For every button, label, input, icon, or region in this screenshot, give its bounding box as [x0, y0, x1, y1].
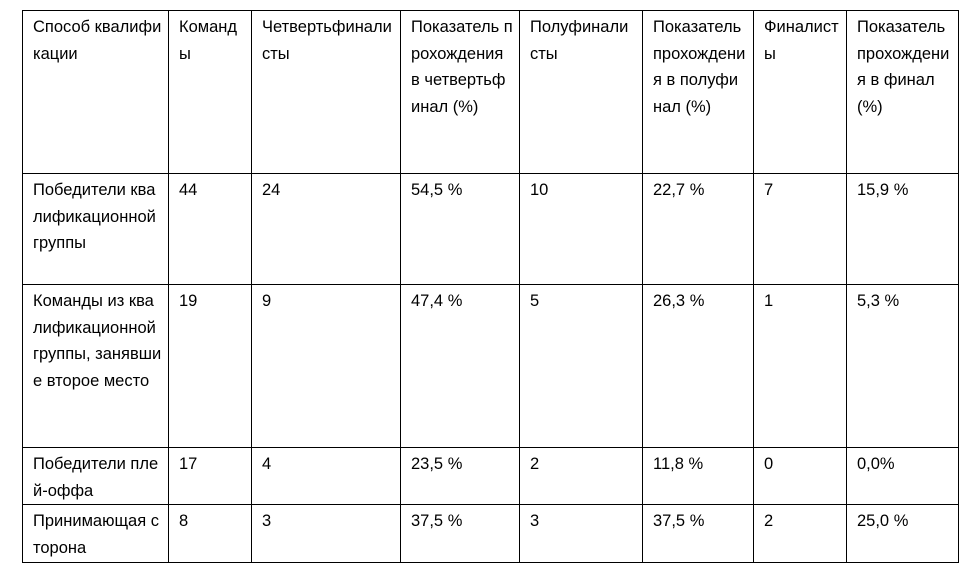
table-cell: 2	[519, 446, 643, 506]
header-cell: Полуфиналисты	[519, 10, 643, 174]
table-cell: Принимающая сторона	[22, 504, 169, 563]
table-cell: 9	[251, 284, 401, 448]
table-cell: 7	[753, 173, 847, 285]
header-cell: Финалисты	[753, 10, 847, 174]
table-cell: 5	[519, 284, 643, 448]
table-cell: Команды из квалификационной группы, заня…	[22, 284, 169, 448]
table-cell: 10	[519, 173, 643, 285]
table-cell: 1	[753, 284, 847, 448]
table-cell: 8	[168, 504, 252, 563]
header-cell: Показатель прохождения в четвертьфинал (…	[400, 10, 520, 174]
table-cell: 15,9 %	[846, 173, 959, 285]
table-cell: 37,5 %	[400, 504, 520, 563]
table-cell: 17	[168, 446, 252, 506]
table-cell: 5,3 %	[846, 284, 959, 448]
table-cell: 11,8 %	[642, 446, 754, 506]
table-cell: 2	[753, 504, 847, 563]
table-cell: 54,5 %	[400, 173, 520, 285]
table-row: Команды из квалификационной группы, заня…	[22, 284, 959, 448]
table-cell: 19	[168, 284, 252, 448]
table-row: Победители квалификационной группы 44 24 54…	[22, 173, 959, 285]
table-cell: Победители плей-оффа	[22, 446, 169, 506]
header-cell: Способ квалификации	[22, 10, 169, 174]
table-cell: 47,4 %	[400, 284, 520, 448]
table-cell: 26,3 %	[642, 284, 754, 448]
header-cell: Команды	[168, 10, 252, 174]
table-cell: 0	[753, 446, 847, 506]
table-cell: 3	[519, 504, 643, 563]
table-cell: 3	[251, 504, 401, 563]
header-cell: Показатель прохождения в полуфинал (%)	[642, 10, 754, 174]
table-cell: 37,5 %	[642, 504, 754, 563]
table-row: Победители плей-оффа 17 4 23,5 % 2 11,8 % 0 0,0…	[22, 446, 959, 506]
table-cell: 25,0 %	[846, 504, 959, 563]
header-row: Способ квалификации Команды Четвертьфинали…	[22, 10, 959, 174]
table-cell: 44	[168, 173, 252, 285]
table-cell: 22,7 %	[642, 173, 754, 285]
table-cell: 4	[251, 446, 401, 506]
header-cell: Четвертьфиналисты	[251, 10, 401, 174]
qualification-table: Способ квалификации Команды Четвертьфинали…	[22, 10, 959, 563]
table-cell: 0,0%	[846, 446, 959, 506]
header-cell: Показатель прохождения в финал (%)	[846, 10, 959, 174]
table-cell: Победители квалификационной группы	[22, 173, 169, 285]
table-cell: 24	[251, 173, 401, 285]
table-row: Принимающая сторона 8 3 37,5 % 3 37,5 % 2 25,0 …	[22, 504, 959, 563]
table-cell: 23,5 %	[400, 446, 520, 506]
